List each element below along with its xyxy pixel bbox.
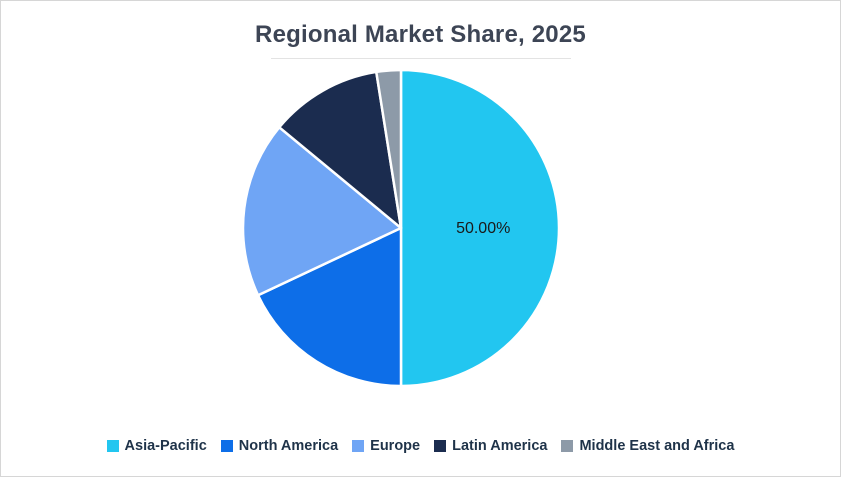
legend-swatch-icon <box>352 440 365 452</box>
legend-label: Latin America <box>452 438 548 454</box>
legend-label: Europe <box>370 438 421 454</box>
legend-item-latin-america[interactable]: Latin America <box>434 438 547 454</box>
legend-swatch-icon <box>561 440 574 452</box>
legend: Asia-Pacific North America Europe Latin Ame… <box>1 438 840 454</box>
pie-slice-north-america[interactable] <box>256 226 403 388</box>
legend-item-middle-east-and-africa[interactable]: Middle East and Africa <box>561 438 734 454</box>
legend-label: Middle East and Africa <box>579 438 735 454</box>
legend-item-europe[interactable]: Europe <box>352 438 420 454</box>
legend-item-asia-pacific[interactable]: Asia-Pacific <box>106 438 207 454</box>
legend-swatch-icon <box>220 440 233 452</box>
legend-swatch-icon <box>434 440 447 452</box>
pie-slice-middle-east-and-africa[interactable] <box>375 68 403 230</box>
pie-slice-europe[interactable] <box>241 126 403 297</box>
pie-slice-asia-pacific[interactable] <box>399 68 561 388</box>
legend-label: North America <box>238 438 339 454</box>
title-divider <box>270 58 571 59</box>
legend-label: Asia-Pacific <box>124 438 207 454</box>
chart-title: Regional Market Share, 2025 <box>255 21 586 48</box>
legend-swatch-icon <box>106 440 119 452</box>
legend-item-north-america[interactable]: North America <box>220 438 339 454</box>
slice-data-label: 50.00% <box>456 220 510 237</box>
pie-slice-latin-america[interactable] <box>278 70 403 230</box>
